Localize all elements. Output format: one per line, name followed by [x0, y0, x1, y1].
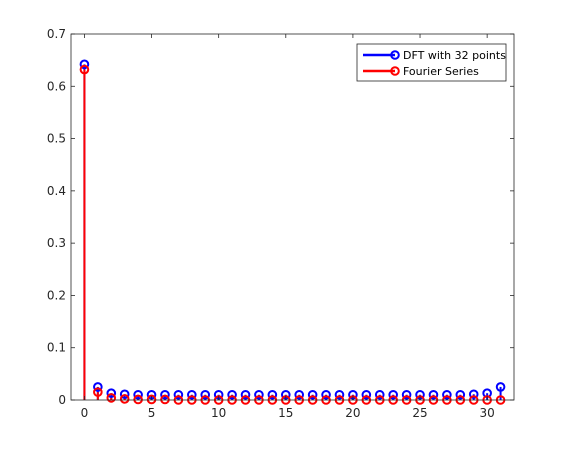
stem-marker-s0-17 — [307, 389, 318, 400]
x-tick-label-6: 30 — [480, 406, 495, 420]
legend-marker-0 — [390, 50, 400, 60]
stem-marker-s0-28 — [455, 389, 466, 400]
y-tick-label-5: 0.5 — [47, 132, 66, 146]
stem-marker-s0-18 — [321, 389, 331, 400]
stem-marker-s1-6 — [160, 394, 170, 405]
y-tick-label-3: 0.3 — [47, 236, 66, 250]
y-tick-label-2: 0.2 — [47, 288, 66, 302]
x-tick-label-4: 20 — [345, 406, 360, 420]
stem-marker-s0-13 — [254, 389, 264, 400]
axes-box — [70, 33, 515, 401]
stem-marker-s1-1 — [93, 387, 103, 397]
stem-marker-s1-5 — [146, 394, 157, 405]
stem-marker-s0-31 — [495, 382, 506, 392]
legend-label-1: Fourier Series — [403, 65, 479, 78]
legend-label-0: DFT with 32 points — [403, 49, 506, 62]
stem-marker-s0-2 — [106, 388, 117, 399]
x-tick-label-5: 25 — [412, 406, 427, 420]
x-tick-label-3: 15 — [278, 406, 293, 420]
stem-marker-s1-0 — [79, 64, 90, 75]
stem-marker-s0-0 — [79, 59, 90, 70]
stem-marker-s0-23 — [388, 389, 398, 400]
stem-marker-s0-8 — [187, 389, 197, 400]
stem-marker-s1-4 — [133, 394, 143, 405]
stem-marker-s0-3 — [119, 389, 130, 400]
stem-marker-s0-1 — [93, 382, 103, 392]
stem-marker-s0-7 — [173, 389, 184, 400]
stem-marker-s0-4 — [133, 389, 143, 400]
stem-marker-s0-21 — [361, 389, 372, 400]
x-tick-label-2: 10 — [211, 406, 226, 420]
stem-marker-s0-29 — [468, 389, 479, 400]
stem-marker-s0-9 — [200, 389, 211, 400]
x-tick-label-1: 5 — [148, 406, 156, 420]
stem-marker-s0-11 — [227, 389, 237, 400]
legend-box — [356, 43, 507, 82]
y-tick-label-7: 0.7 — [47, 27, 66, 41]
y-tick-label-0: 0 — [58, 393, 66, 407]
legend-marker-1 — [390, 66, 400, 76]
stem-marker-s0-24 — [401, 389, 412, 400]
legend: DFT with 32 points Fourier Series — [356, 43, 507, 82]
plot-area — [71, 34, 514, 400]
y-tick-label-6: 0.6 — [47, 79, 66, 93]
stem-marker-s0-26 — [428, 389, 439, 400]
stem-marker-s0-22 — [374, 389, 385, 400]
stem-marker-s0-19 — [334, 389, 345, 400]
axis-ticks: 0 5 10 15 20 25 30 0 0.1 0.2 0.3 0.4 0.5 0.6 0.7 — [47, 27, 514, 420]
stem-marker-s0-16 — [294, 389, 305, 400]
stem-marker-s1-3 — [119, 394, 130, 404]
y-tick-label-4: 0.4 — [47, 184, 66, 198]
stem-marker-s0-6 — [160, 389, 170, 400]
stem-marker-s0-27 — [442, 389, 452, 400]
stem-marker-s0-12 — [240, 389, 251, 400]
x-tick-label-0: 0 — [81, 406, 89, 420]
stem-marker-s1-2 — [106, 393, 117, 403]
stem-marker-s0-14 — [267, 389, 278, 400]
y-tick-label-1: 0.1 — [47, 341, 66, 355]
